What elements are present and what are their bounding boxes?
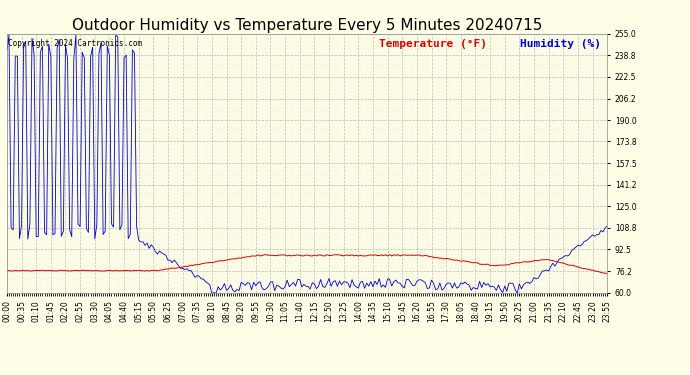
Text: Copyright 2024 Cartronics.com: Copyright 2024 Cartronics.com [8, 39, 142, 48]
Text: Humidity (%): Humidity (%) [520, 39, 601, 49]
Text: Temperature (°F): Temperature (°F) [379, 39, 487, 49]
Title: Outdoor Humidity vs Temperature Every 5 Minutes 20240715: Outdoor Humidity vs Temperature Every 5 … [72, 18, 542, 33]
